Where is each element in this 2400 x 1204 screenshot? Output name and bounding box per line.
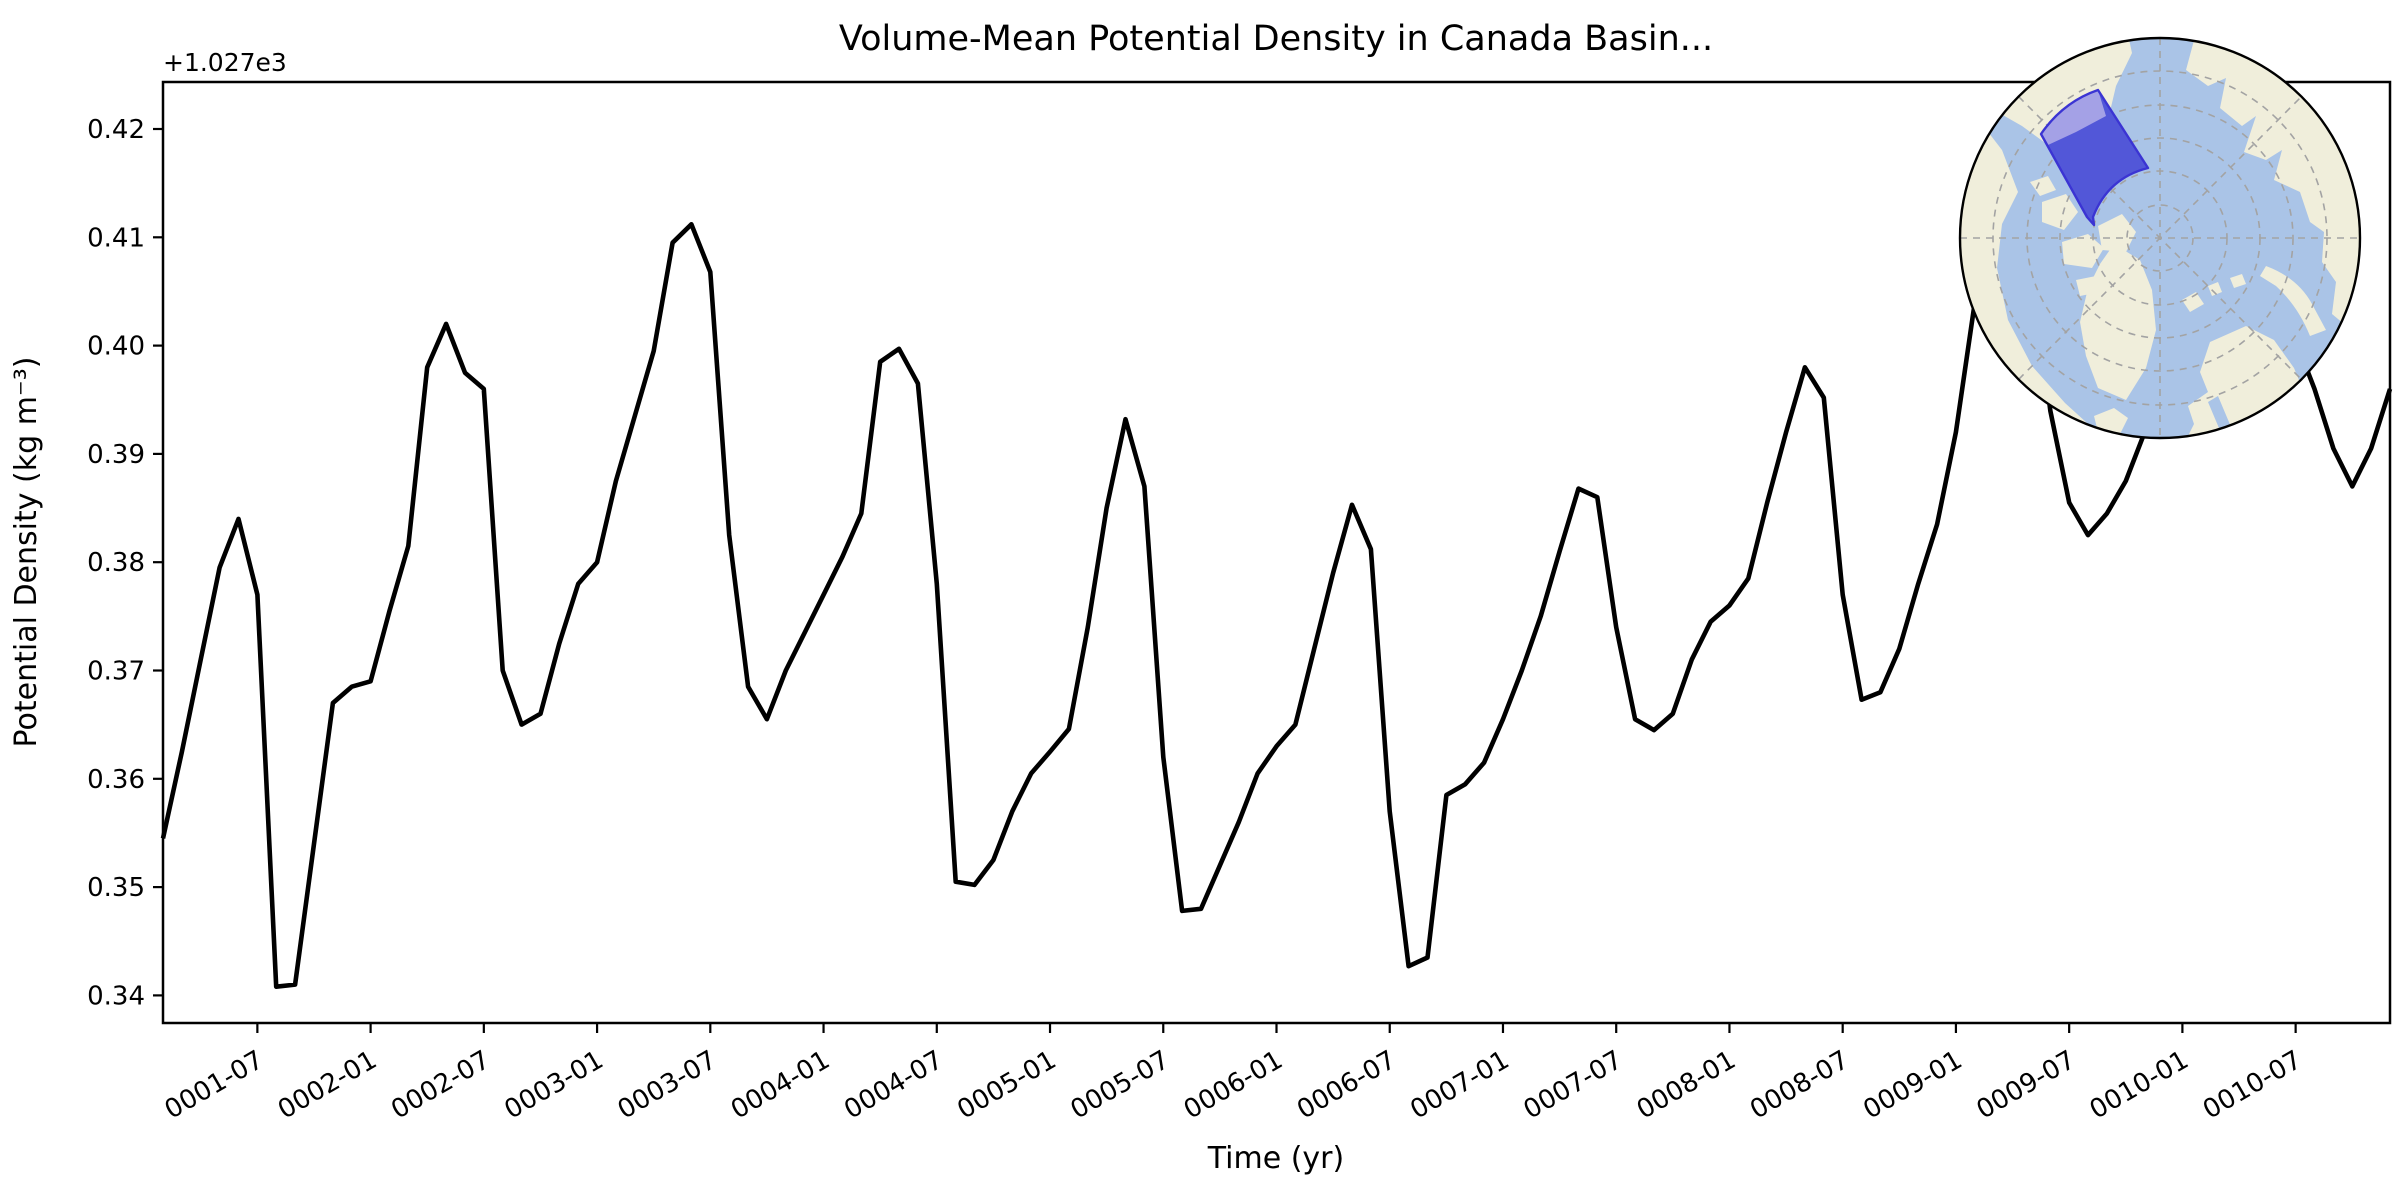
x-tick-label: 0002-01 (273, 1045, 382, 1125)
canada-basin-region-outline (2039, 88, 2150, 227)
land-svalbard (2182, 292, 2204, 312)
x-tick-label: 0005-07 (1066, 1045, 1175, 1125)
y-axis-label: Potential Density (kg m⁻³) (9, 357, 44, 748)
y-tick-label: 0.38 (87, 548, 145, 578)
y-tick-label: 0.42 (87, 115, 145, 145)
land-arctic-island-a (2030, 176, 2056, 196)
graticule (1960, 38, 2360, 438)
land-siberia (2152, 38, 2360, 334)
x-tick-label: 0004-07 (839, 1045, 948, 1125)
x-tick-label: 0008-01 (1632, 1045, 1741, 1125)
x-tick-label: 0004-01 (726, 1045, 835, 1125)
land-iceland (2094, 408, 2128, 434)
x-tick-label: 0007-07 (1519, 1045, 1628, 1125)
inset-map-canada-basin (1958, 36, 2362, 440)
canada-basin-region-over-land (2041, 90, 2106, 145)
y-axis-ticks: 0.42 0.41 0.40 0.39 0.38 0.37 0.36 0.35 0.34 (87, 115, 163, 1011)
y-tick-label: 0.37 (87, 657, 145, 687)
land-victoria-island (2062, 234, 2104, 268)
x-tick-label: 0010-01 (2085, 1045, 2194, 1125)
land-franz-josef (2230, 274, 2246, 288)
x-tick-label: 0003-07 (613, 1045, 722, 1125)
land-banks-island (2042, 194, 2078, 230)
x-tick-label: 0001-07 (160, 1045, 269, 1125)
y-tick-label: 0.40 (87, 332, 145, 362)
x-tick-label: 0010-07 (2198, 1045, 2307, 1125)
x-tick-label: 0005-01 (952, 1045, 1061, 1125)
land-svalbard-islet (2208, 282, 2222, 296)
x-axis-label: Time (yr) (1207, 1141, 1344, 1176)
y-tick-label: 0.39 (87, 440, 145, 470)
x-tick-label: 0008-07 (1745, 1045, 1854, 1125)
y-tick-label: 0.34 (87, 981, 145, 1011)
x-tick-label: 0006-01 (1179, 1045, 1288, 1125)
land-greenland (2080, 244, 2156, 400)
land-ellesmere-island (2098, 214, 2136, 252)
x-tick-label: 0006-07 (1292, 1045, 1401, 1125)
y-tick-label: 0.35 (87, 873, 145, 903)
y-tick-label: 0.41 (87, 223, 145, 253)
x-axis-ticks: 0001-07 0002-01 0002-07 0003-01 0003-07 0004-… (160, 1023, 2307, 1125)
x-tick-label: 0009-01 (1858, 1045, 1967, 1125)
chart-title: Volume-Mean Potential Density in Canada … (839, 19, 1713, 59)
y-axis-offset-text: +1.027e3 (163, 48, 287, 77)
x-tick-label: 0002-07 (386, 1045, 495, 1125)
map-border-circle (1958, 36, 2362, 440)
x-tick-label: 0007-01 (1405, 1045, 1514, 1125)
x-tick-label: 0009-07 (1972, 1045, 2081, 1125)
land-novaya-zemlya (2260, 266, 2326, 336)
y-tick-label: 0.36 (87, 765, 145, 795)
x-tick-label: 0003-01 (499, 1045, 608, 1125)
